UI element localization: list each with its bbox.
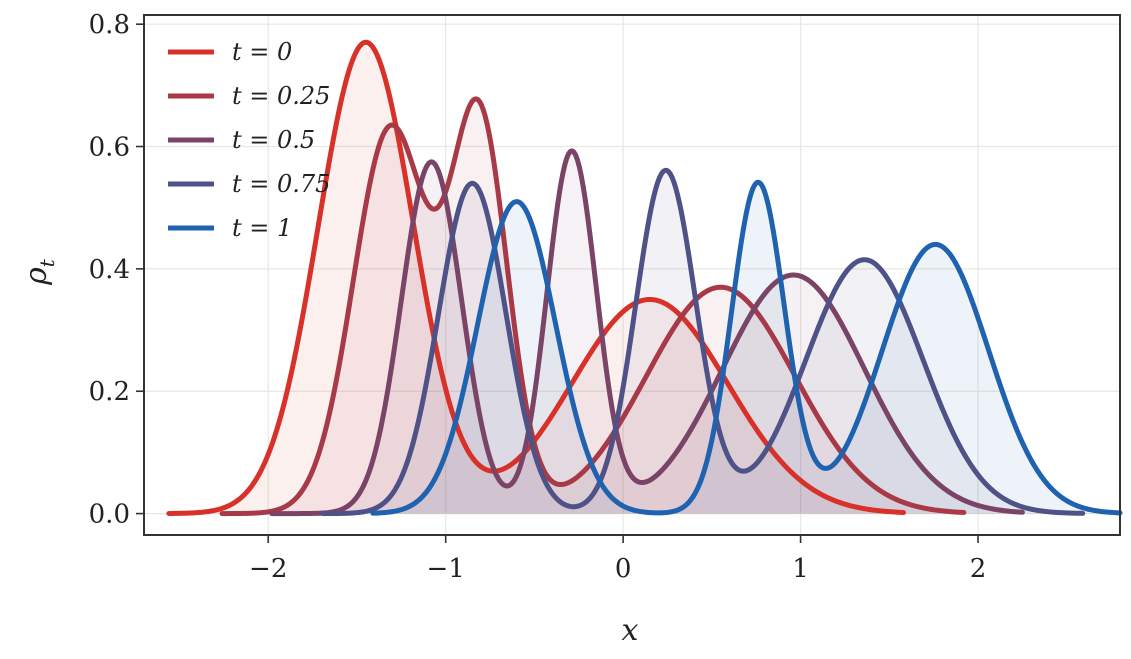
x-tick-label: 1 [792, 554, 809, 584]
series-line-2 [269, 148, 1025, 517]
y-tick-label: 0.6 [89, 133, 130, 163]
x-tick-label: −2 [249, 554, 287, 584]
series-fill-4 [372, 182, 1120, 514]
y-tick-label: 0.2 [89, 377, 130, 407]
x-tick-label: −1 [427, 554, 465, 584]
x-axis-label: x [622, 613, 639, 648]
x-tick-label: 0 [615, 554, 632, 584]
x-tick-label: 2 [970, 554, 987, 584]
series-line-0 [166, 39, 907, 516]
series-fill-2 [271, 150, 1023, 514]
plot-frame [143, 14, 1121, 536]
series-line-4 [370, 179, 1123, 516]
legend-label-4: t = 1 [232, 214, 292, 242]
y-axis-label-symbol: ρ [19, 267, 54, 286]
y-axis-ticks: 0.0 0.2 0.4 0.6 0.8 [89, 10, 144, 530]
legend-label-0: t = 0 [232, 38, 292, 66]
series-line-3 [320, 167, 1086, 517]
y-tick-label: 0.8 [89, 10, 130, 40]
y-axis-label-subscript: t [35, 258, 59, 267]
y-tick-label: 0.0 [89, 500, 130, 530]
series-lines [166, 39, 1123, 517]
x-axis-ticks: −2 −1 0 1 2 [249, 535, 986, 584]
legend: t = 0 t = 0.25 t = 0.5 t = 0.75 t = 1 [168, 38, 330, 242]
y-tick-label: 0.4 [89, 255, 130, 285]
legend-label-1: t = 0.25 [232, 82, 330, 110]
legend-label-3: t = 0.75 [232, 170, 330, 198]
legend-label-2: t = 0.5 [232, 126, 315, 154]
y-axis-label: ρt [19, 258, 59, 286]
